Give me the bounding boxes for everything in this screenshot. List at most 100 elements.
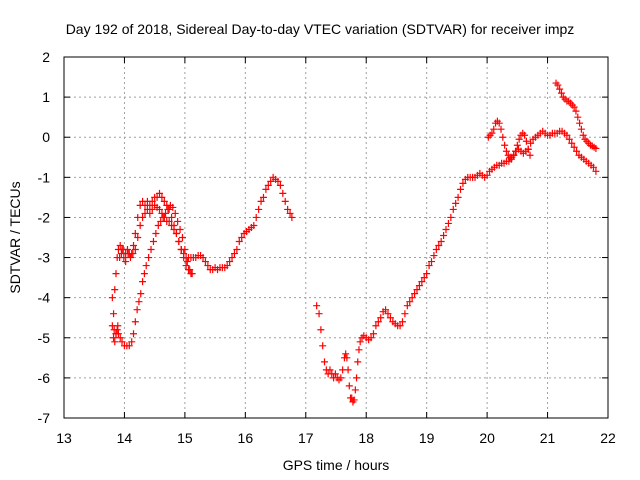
data-point <box>180 254 188 262</box>
data-point <box>140 270 148 278</box>
data-point <box>401 310 409 318</box>
data-point <box>165 217 173 225</box>
y-tick-label: -2 <box>38 209 51 225</box>
data-point <box>337 374 345 382</box>
data-point <box>130 242 138 250</box>
y-tick-label: 2 <box>42 49 50 65</box>
data-point <box>114 322 122 330</box>
data-point <box>423 270 431 278</box>
data-point <box>137 290 145 298</box>
data-point <box>262 185 270 193</box>
data-point <box>223 262 231 270</box>
data-point <box>457 185 465 193</box>
data-point <box>377 314 385 322</box>
data-point <box>128 338 136 346</box>
data-point <box>199 254 207 262</box>
data-point <box>413 286 421 294</box>
data-point <box>182 262 190 270</box>
data-point <box>452 199 460 207</box>
data-point <box>592 144 600 152</box>
data-point <box>317 326 325 334</box>
data-point <box>554 81 562 89</box>
data-point <box>344 366 352 374</box>
data-point <box>110 310 118 318</box>
data-point <box>418 278 426 286</box>
data-point <box>490 125 498 133</box>
data-point <box>172 229 180 237</box>
data-point <box>158 193 166 201</box>
data-point <box>255 205 263 213</box>
data-point <box>572 107 580 115</box>
data-point <box>527 139 535 147</box>
x-tick-label: 15 <box>177 430 193 446</box>
data-point <box>430 252 438 260</box>
y-tick-label: -6 <box>38 370 51 386</box>
data-point <box>396 322 404 330</box>
data-point <box>440 231 448 239</box>
data-point <box>495 119 503 127</box>
data-point <box>343 354 351 362</box>
y-axis-label: SDTVAR / TECUs <box>7 181 23 293</box>
data-point <box>129 250 137 258</box>
data-point <box>187 270 195 278</box>
data-point <box>435 242 443 250</box>
data-point <box>226 258 234 266</box>
data-point <box>267 177 275 185</box>
data-point <box>274 177 282 185</box>
data-point <box>342 350 350 358</box>
data-point <box>168 221 176 229</box>
data-point <box>592 167 600 175</box>
data-point <box>149 238 157 246</box>
y-tick-label: -3 <box>38 250 51 266</box>
data-point <box>112 270 120 278</box>
data-point <box>313 302 321 310</box>
data-point <box>526 151 534 159</box>
data-point <box>139 213 147 221</box>
data-point <box>576 119 584 127</box>
data-point <box>126 254 134 262</box>
data-point <box>230 250 238 258</box>
data-point <box>157 217 165 225</box>
data-point <box>160 197 168 205</box>
data-point <box>238 234 246 241</box>
data-point <box>108 294 116 302</box>
data-point <box>447 213 455 221</box>
data-point <box>512 147 520 155</box>
data-point <box>142 262 150 270</box>
data-point <box>176 225 184 233</box>
data-point <box>119 246 127 254</box>
data-point <box>428 258 436 266</box>
data-point <box>557 89 565 97</box>
data-point <box>116 334 124 342</box>
data-point <box>568 139 576 147</box>
data-point <box>374 318 382 326</box>
data-point <box>170 225 178 233</box>
data-point <box>281 197 289 205</box>
data-point <box>112 330 120 338</box>
x-tick-label: 18 <box>358 430 374 446</box>
data-point <box>288 213 296 221</box>
data-point <box>122 258 130 266</box>
data-point <box>483 171 491 179</box>
data-point <box>168 213 176 221</box>
data-point <box>116 242 124 250</box>
data-point <box>497 125 505 133</box>
data-point <box>235 238 243 246</box>
data-point <box>331 370 339 378</box>
y-tick-labels: 2 1 0 -1 -2 -3 -4 -5 -6 -7 <box>38 49 51 426</box>
data-point <box>178 234 186 241</box>
data-point <box>574 113 582 121</box>
data-point <box>420 274 428 282</box>
data-point <box>398 318 406 326</box>
data-point <box>185 266 193 274</box>
data-point <box>152 229 160 237</box>
data-point <box>454 193 462 201</box>
data-point <box>259 193 267 201</box>
data-point <box>131 229 139 237</box>
data-point <box>276 181 284 189</box>
data-point <box>110 326 118 334</box>
x-tick-label: 21 <box>540 430 556 446</box>
data-point <box>284 205 292 213</box>
data-point <box>403 302 411 310</box>
